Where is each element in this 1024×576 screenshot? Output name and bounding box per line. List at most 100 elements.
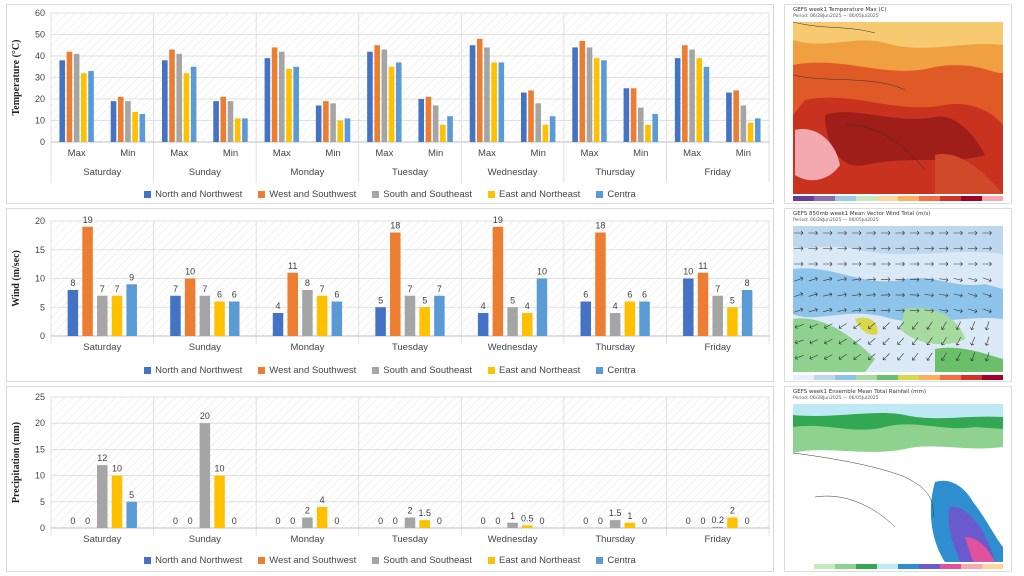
legend-item: South and Southeast — [372, 555, 472, 566]
bar — [139, 114, 146, 142]
wind-arrow — [968, 230, 978, 236]
wind-arrow — [808, 276, 818, 282]
wind-arrow — [924, 261, 934, 267]
bar — [609, 313, 621, 336]
data-label: 4 — [320, 495, 325, 505]
wind-arrow — [955, 336, 961, 346]
wind-arrow — [970, 352, 976, 362]
wind-arrow — [895, 277, 905, 282]
wind-arrow — [882, 337, 890, 345]
wind-arrow — [880, 308, 891, 313]
y-tick-label: 60 — [35, 8, 45, 18]
legend-item: East and Northeast — [488, 555, 580, 566]
legend-swatch — [596, 191, 604, 198]
x-tick-label: Monday — [291, 342, 325, 353]
bar — [645, 124, 651, 142]
y-tick-label: 30 — [35, 73, 45, 83]
bar — [169, 49, 175, 142]
bar — [388, 66, 395, 142]
subcategory-label: Max — [581, 148, 599, 159]
bar — [88, 71, 94, 142]
bar — [183, 73, 190, 142]
wind-arrow — [970, 321, 976, 331]
bar — [579, 40, 586, 143]
wind-arrow — [895, 246, 905, 251]
y-tick-label: 5 — [40, 497, 45, 507]
bar — [425, 96, 432, 142]
wind-arrow — [838, 323, 847, 330]
bar — [272, 313, 284, 336]
rainfall-map-period: Period: 06/28Jun2025 — 06/05Jul2025 — [793, 396, 879, 401]
wind-arrow — [808, 292, 818, 297]
bar — [484, 47, 490, 142]
x-tick-label: Friday — [705, 534, 732, 545]
bar — [609, 520, 621, 528]
bar — [477, 313, 489, 336]
bar — [440, 124, 446, 142]
x-tick-label: Wednesday — [488, 534, 538, 545]
wind-arrow — [909, 308, 920, 313]
wind-arrow — [824, 354, 833, 360]
wind-arrow — [910, 230, 920, 236]
bar — [214, 301, 225, 336]
subcategory-label: Max — [375, 148, 393, 159]
wind-arrow — [853, 338, 862, 345]
data-label: 6 — [232, 290, 237, 300]
y-tick-label: 5 — [40, 302, 45, 312]
legend-label: Centra — [607, 365, 636, 376]
x-tick-label: Tuesday — [392, 342, 428, 353]
bar — [542, 124, 549, 142]
y-axis-label: Precipitation (mm) — [11, 422, 22, 503]
bar — [572, 47, 578, 142]
wind-arrow — [940, 337, 947, 346]
bar — [213, 101, 219, 142]
legend-item: North and Northwest — [144, 365, 242, 376]
bar — [652, 114, 658, 142]
bar — [639, 301, 650, 336]
legend-swatch — [372, 367, 380, 374]
wind-arrow — [911, 352, 919, 361]
wind-arrow — [968, 293, 978, 298]
wind-arrow — [837, 292, 847, 297]
bar — [395, 62, 402, 143]
wind-arrow — [794, 246, 804, 251]
wind-arrow — [909, 277, 920, 282]
precipitation-chart-panel: 0 5 10 15 20 25 Precipitation (mm) 0 0 12 10 5 Satur… — [6, 386, 774, 572]
wind-arrow — [824, 323, 833, 329]
bar — [66, 51, 73, 143]
subcategory-label: Max — [68, 148, 86, 159]
bar — [624, 522, 636, 528]
x-tick-label: Wednesday — [488, 342, 538, 353]
legend-item: North and Northwest — [144, 555, 242, 566]
legend-label: East and Northeast — [499, 189, 581, 200]
legend-swatch — [258, 191, 266, 198]
data-label: 0.5 — [521, 513, 534, 523]
data-label: 10 — [185, 267, 195, 277]
bar — [110, 101, 117, 142]
bar — [331, 301, 343, 336]
legend-swatch — [372, 191, 380, 198]
y-tick-label: 20 — [35, 94, 45, 104]
x-tick-label: Thursday — [595, 534, 635, 545]
wind-arrow — [866, 292, 876, 298]
bar — [316, 295, 328, 336]
data-label: 0 — [437, 516, 442, 526]
bar — [199, 295, 211, 336]
wind-arrow — [794, 276, 804, 282]
bar — [741, 290, 753, 336]
wind-arrow — [968, 246, 978, 251]
data-label: 5 — [378, 295, 383, 305]
bar — [229, 301, 240, 336]
bar — [344, 118, 351, 142]
bar — [82, 226, 93, 336]
bar — [624, 301, 636, 336]
data-label: 1.5 — [609, 508, 622, 518]
wind-arrow — [837, 276, 847, 282]
data-label: 5 — [422, 295, 427, 305]
wind-arrow — [868, 338, 876, 345]
bar — [418, 99, 425, 142]
wind-arrow — [794, 292, 804, 297]
wind-arrow — [924, 230, 934, 236]
